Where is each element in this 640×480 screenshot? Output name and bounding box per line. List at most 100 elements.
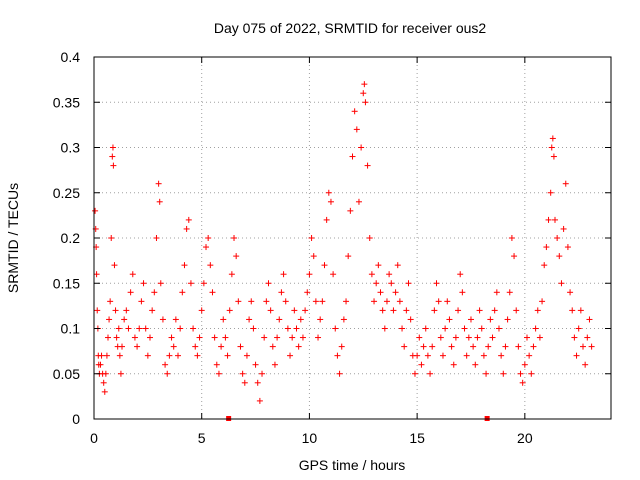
data-point (353, 126, 360, 133)
data-point (539, 298, 546, 305)
y-tick-label: 0.3 (61, 140, 81, 156)
data-point (582, 361, 589, 368)
data-point (379, 307, 386, 314)
data-point (138, 298, 145, 305)
data-point (502, 343, 509, 350)
data-point (112, 307, 119, 314)
data-point (556, 253, 563, 260)
data-point (396, 298, 403, 305)
data-point (355, 198, 362, 205)
data-point (265, 280, 272, 287)
data-point (360, 90, 367, 97)
data-point (483, 370, 490, 377)
data-point (92, 207, 99, 214)
y-tick-label: 0.1 (61, 321, 81, 337)
data-point (437, 334, 444, 341)
data-point (405, 280, 412, 287)
data-point (252, 361, 259, 368)
data-point (338, 343, 345, 350)
data-point (470, 343, 477, 350)
data-point (156, 198, 163, 205)
data-point (256, 397, 263, 404)
y-tick-label: 0.2 (61, 230, 81, 246)
data-point (103, 352, 110, 359)
data-point (113, 334, 120, 341)
data-point (134, 343, 141, 350)
axis-ticks: 0 5 10 15 20 0 0.05 0.1 0.15 0.2 0.25 0.3 0.35 0.4 (53, 49, 611, 446)
data-point (523, 334, 530, 341)
data-point (455, 307, 462, 314)
x-tick-label: 5 (198, 430, 206, 446)
data-point (151, 289, 158, 296)
data-point (164, 370, 171, 377)
data-point (127, 289, 134, 296)
data-point (168, 334, 175, 341)
data-point (444, 298, 451, 305)
data-point (224, 352, 231, 359)
data-point (526, 352, 533, 359)
data-point (108, 235, 115, 241)
y-axis-label: SRMTID / TECUs (5, 183, 21, 293)
data-point (291, 307, 298, 314)
data-point (371, 298, 378, 305)
data-point (386, 271, 393, 278)
data-point (106, 316, 113, 323)
data-point (321, 262, 328, 269)
data-point (241, 379, 248, 386)
x-axis-label: GPS time / hours (299, 457, 406, 473)
data-point (364, 162, 371, 169)
data-point (107, 298, 114, 305)
data-point (102, 370, 109, 377)
data-point (383, 298, 390, 305)
data-point (465, 334, 472, 341)
data-point (194, 352, 201, 359)
data-point (304, 289, 311, 296)
data-point (519, 379, 526, 386)
data-point (550, 153, 557, 160)
data-point (554, 235, 561, 241)
data-point (231, 235, 238, 241)
data-point (94, 307, 101, 314)
data-point (287, 352, 294, 359)
data-point (105, 334, 112, 341)
data-point (534, 307, 541, 314)
data-point (375, 262, 382, 269)
data-point (315, 334, 322, 341)
data-point (282, 298, 289, 305)
data-point (480, 352, 487, 359)
data-point (448, 343, 455, 350)
data-point (418, 361, 425, 368)
data-point (269, 343, 276, 350)
data-point (336, 370, 343, 377)
data-point (450, 361, 457, 368)
data-point (310, 253, 317, 260)
data-point (343, 298, 350, 305)
data-point (506, 289, 513, 296)
y-tick-label: 0.15 (53, 275, 80, 291)
data-point (237, 343, 244, 350)
data-point (147, 334, 154, 341)
data-point (567, 289, 574, 296)
y-tick-label: 0.05 (53, 366, 80, 382)
data-point (121, 316, 128, 323)
data-point (254, 379, 261, 386)
data-point (511, 253, 518, 260)
data-point (564, 244, 571, 251)
data-point (109, 153, 116, 160)
data-point (485, 343, 492, 350)
data-point (424, 352, 431, 359)
data-point (280, 271, 287, 278)
data-point (153, 235, 160, 241)
data-point (584, 334, 591, 341)
data-point (429, 343, 436, 350)
data-point (226, 307, 233, 314)
data-point (368, 271, 375, 278)
data-point (433, 280, 440, 287)
data-point (548, 144, 555, 151)
data-point (422, 325, 429, 332)
data-point (403, 307, 410, 314)
data-point (361, 81, 368, 88)
data-point (155, 180, 162, 187)
data-point (327, 198, 334, 205)
data-point (569, 307, 576, 314)
